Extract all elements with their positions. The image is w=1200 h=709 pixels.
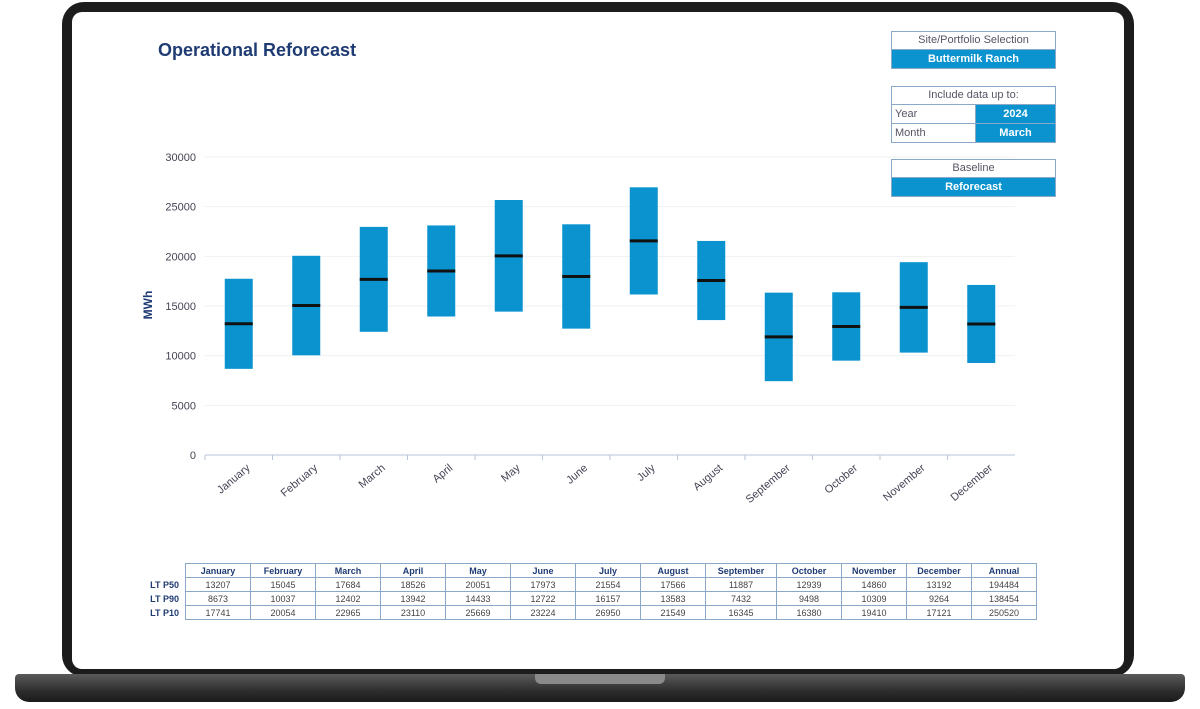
- table-cell: 22965: [315, 605, 381, 620]
- range-chart: 0 5000 10000 15000 20000 25000 30000 January Fe…: [141, 152, 1015, 506]
- table-cell: 20051: [445, 577, 511, 592]
- month-label: Month: [892, 124, 976, 142]
- table-row-label: LT P10: [150, 607, 179, 618]
- table-header-cell: March: [315, 563, 381, 578]
- table-cell: 9498: [776, 591, 842, 606]
- y-tick-label: 10000: [165, 351, 196, 363]
- x-tick-label: October: [822, 462, 860, 497]
- table-cell: 12939: [776, 577, 842, 592]
- table-cell: 14433: [445, 591, 511, 606]
- baseline-dropdown[interactable]: Reforecast: [892, 178, 1055, 196]
- table-cell: 20054: [250, 605, 316, 620]
- baseline-header: Baseline: [892, 160, 1055, 178]
- y-tick-label: 0: [190, 450, 196, 462]
- laptop-notch: [535, 674, 665, 684]
- x-tick-label: April: [431, 462, 456, 485]
- x-tick-label: January: [215, 462, 253, 497]
- year-dropdown[interactable]: 2024: [976, 105, 1055, 123]
- site-selection-dropdown[interactable]: Buttermilk Ranch: [892, 50, 1055, 68]
- table-cell: 7432: [705, 591, 777, 606]
- month-row: Month March: [892, 123, 1055, 142]
- x-tick-label: July: [635, 462, 658, 484]
- table-row: LT P50 13207 15045 17684 18526 20051 17973 2155…: [121, 577, 1037, 592]
- year-label: Year: [892, 105, 976, 123]
- table-cell: 14860: [841, 577, 907, 592]
- table-cell: 15045: [250, 577, 316, 592]
- table-header-cell: January: [185, 563, 251, 578]
- include-data-header: Include data up to:: [928, 89, 1019, 101]
- table-header-cell: September: [705, 563, 777, 578]
- y-tick-label: 25000: [165, 202, 196, 214]
- baseline-panel: Baseline Reforecast: [891, 159, 1056, 197]
- year-row: Year 2024: [892, 104, 1055, 123]
- x-tick-label: August: [691, 462, 725, 493]
- table-row: LT P10 17741 20054 22965 23110 25669 23224 2695…: [121, 605, 1037, 620]
- include-data-panel: Include data up to: Year 2024 Month Marc…: [891, 86, 1056, 143]
- x-tick-label: June: [564, 462, 590, 487]
- table-cell: 17566: [640, 577, 706, 592]
- table-header-cell: June: [510, 563, 576, 578]
- site-selection-panel: Site/Portfolio Selection Buttermilk Ranc…: [891, 31, 1056, 69]
- table-header-row: January February March April May June July Augu…: [121, 563, 1037, 578]
- table-cell: 19410: [841, 605, 907, 620]
- table-row: LT P90 8673 10037 12402 13942 14433 12722 16157…: [121, 591, 1037, 606]
- table-header-cell: Annual: [971, 563, 1037, 578]
- table-row-label: LT P50: [150, 579, 179, 590]
- table-header-cell: November: [841, 563, 907, 578]
- x-tick-label: December: [949, 462, 996, 504]
- table-cell: 194484: [971, 577, 1037, 592]
- table-cell: 12402: [315, 591, 381, 606]
- table-cell: 17741: [185, 605, 251, 620]
- x-tick-label: May: [499, 462, 523, 485]
- table-header-cell: August: [640, 563, 706, 578]
- table-cell: 16380: [776, 605, 842, 620]
- table-row-label: LT P90: [150, 593, 179, 604]
- table-header-cell: April: [380, 563, 446, 578]
- x-tick-label: November: [881, 462, 928, 504]
- table-cell: 13942: [380, 591, 446, 606]
- x-tick-label: February: [279, 462, 321, 500]
- table-cell: 25669: [445, 605, 511, 620]
- table-cell: 21549: [640, 605, 706, 620]
- x-tick-label: September: [744, 462, 793, 506]
- table-cell: 11887: [705, 577, 777, 592]
- table-cell: 26950: [575, 605, 641, 620]
- table-header-cell: December: [906, 563, 972, 578]
- table-header-cell: May: [445, 563, 511, 578]
- table-header-cell: February: [250, 563, 316, 578]
- table-cell: 8673: [185, 591, 251, 606]
- table-header-cell: October: [776, 563, 842, 578]
- site-selection-header: Site/Portfolio Selection: [892, 32, 1055, 50]
- month-dropdown[interactable]: March: [976, 124, 1055, 142]
- table-cell: 17121: [906, 605, 972, 620]
- y-tick-label: 5000: [172, 400, 196, 412]
- table-cell: 13583: [640, 591, 706, 606]
- table-cell: 13207: [185, 577, 251, 592]
- table-cell: 10309: [841, 591, 907, 606]
- table-cell: 138454: [971, 591, 1037, 606]
- table-cell: 21554: [575, 577, 641, 592]
- table-cell: 16345: [705, 605, 777, 620]
- table-cell: 18526: [380, 577, 446, 592]
- table-cell: 13192: [906, 577, 972, 592]
- table-cell: 16157: [575, 591, 641, 606]
- table-cell: 17684: [315, 577, 381, 592]
- table-header-cell: July: [575, 563, 641, 578]
- page-title: Operational Reforecast: [158, 40, 357, 60]
- table-cell: 12722: [510, 591, 576, 606]
- y-axis-label: MWh: [141, 291, 155, 320]
- y-tick-label: 15000: [165, 301, 196, 313]
- table-cell: 17973: [510, 577, 576, 592]
- table-cell: 250520: [971, 605, 1037, 620]
- table-corner: [121, 564, 186, 578]
- y-tick-label: 30000: [165, 152, 196, 164]
- table-cell: 9264: [906, 591, 972, 606]
- y-tick-label: 20000: [165, 251, 196, 263]
- table-cell: 23110: [380, 605, 446, 620]
- table-cell: 23224: [510, 605, 576, 620]
- table-cell: 10037: [250, 591, 316, 606]
- data-table: January February March April May June July Augu…: [121, 563, 1037, 620]
- x-tick-label: March: [357, 462, 388, 491]
